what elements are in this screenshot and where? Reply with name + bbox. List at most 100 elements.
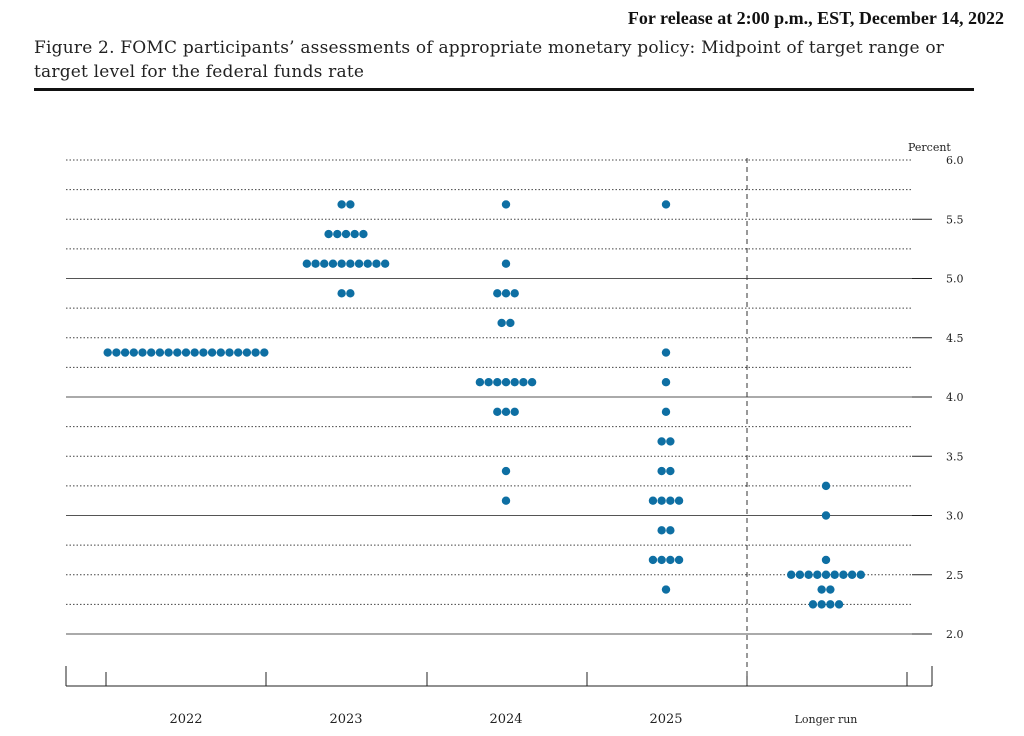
dot (856, 570, 865, 579)
dot (826, 600, 835, 609)
y-tick-label: 5.5 (946, 213, 964, 226)
dot (661, 585, 671, 594)
dot (199, 348, 208, 357)
dot (324, 229, 333, 239)
dot (234, 348, 243, 357)
dot (337, 200, 346, 209)
x-category-label: 2022 (169, 712, 202, 727)
dot (341, 229, 351, 239)
dot (346, 289, 355, 298)
x-category-label: Longer run (795, 713, 858, 726)
dot (661, 348, 671, 357)
dot (501, 289, 511, 298)
dot (661, 377, 671, 387)
dot (216, 348, 225, 357)
dot (337, 289, 346, 298)
dot (380, 259, 390, 268)
y-tick-label: 2.5 (946, 569, 964, 582)
dot (346, 200, 355, 209)
y-tick-label: 4.5 (946, 332, 964, 345)
dot (808, 600, 818, 609)
dot (839, 570, 848, 579)
dot (320, 259, 329, 268)
dot (302, 259, 312, 268)
dot (519, 377, 528, 387)
dot (501, 407, 511, 417)
dot (821, 511, 831, 520)
x-category-label: 2024 (489, 712, 522, 727)
dot (666, 526, 675, 535)
dot (164, 348, 173, 357)
dot (350, 229, 359, 239)
dot (155, 348, 165, 357)
x-category-label: 2023 (329, 712, 362, 727)
dot (506, 318, 515, 328)
y-tick-label: 5.0 (946, 273, 964, 286)
dot (666, 466, 675, 476)
dot (501, 496, 511, 505)
dot (821, 555, 831, 565)
dot (147, 348, 156, 357)
dot (657, 526, 666, 535)
y-tick-label: 4.0 (946, 391, 964, 404)
dot (242, 348, 252, 357)
dot (826, 585, 835, 594)
dot (817, 600, 826, 609)
dot (251, 348, 260, 357)
dot (787, 570, 796, 579)
dot (225, 348, 234, 357)
dot (834, 600, 844, 609)
dot (501, 377, 511, 387)
dot (363, 259, 372, 268)
dot (372, 259, 381, 268)
dot (501, 466, 511, 476)
dot (173, 348, 182, 357)
dot (497, 318, 506, 328)
dot (510, 289, 519, 298)
dot (181, 348, 191, 357)
dot (661, 200, 671, 209)
dot (661, 407, 671, 417)
y-tick-label: 3.5 (946, 450, 964, 463)
dot (475, 377, 485, 387)
dot (795, 570, 805, 579)
y-axis-label: Percent (908, 141, 951, 154)
x-category-label: 2025 (649, 712, 682, 727)
dot (804, 570, 813, 579)
dot (657, 496, 666, 505)
dot (830, 570, 839, 579)
dot (666, 437, 675, 446)
release-note: For release at 2:00 p.m., EST, December … (627, 8, 1004, 28)
dot (847, 570, 857, 579)
dot (674, 496, 684, 505)
dot (510, 407, 519, 417)
dot (648, 496, 658, 505)
dot (207, 348, 217, 357)
dot (337, 259, 346, 268)
dot (657, 466, 666, 476)
dot (354, 259, 364, 268)
dot (129, 348, 138, 357)
dot (359, 229, 368, 239)
title-rule (34, 88, 974, 91)
dot (817, 585, 826, 594)
y-tick-label: 3.0 (946, 510, 964, 523)
dot (657, 437, 666, 446)
figure-title: Figure 2. FOMC participants’ assessments… (34, 38, 945, 82)
dot (493, 289, 502, 298)
dot (813, 570, 822, 579)
dot (657, 555, 666, 565)
dot (190, 348, 199, 357)
dot (821, 481, 831, 491)
dot (333, 229, 342, 239)
y-tick-label: 6.0 (946, 154, 964, 167)
dot (648, 555, 658, 565)
dot (328, 259, 338, 268)
dot (493, 407, 502, 417)
dot (493, 377, 502, 387)
dot (103, 348, 112, 357)
dot (501, 200, 511, 209)
dot (112, 348, 121, 357)
dot (674, 555, 684, 565)
